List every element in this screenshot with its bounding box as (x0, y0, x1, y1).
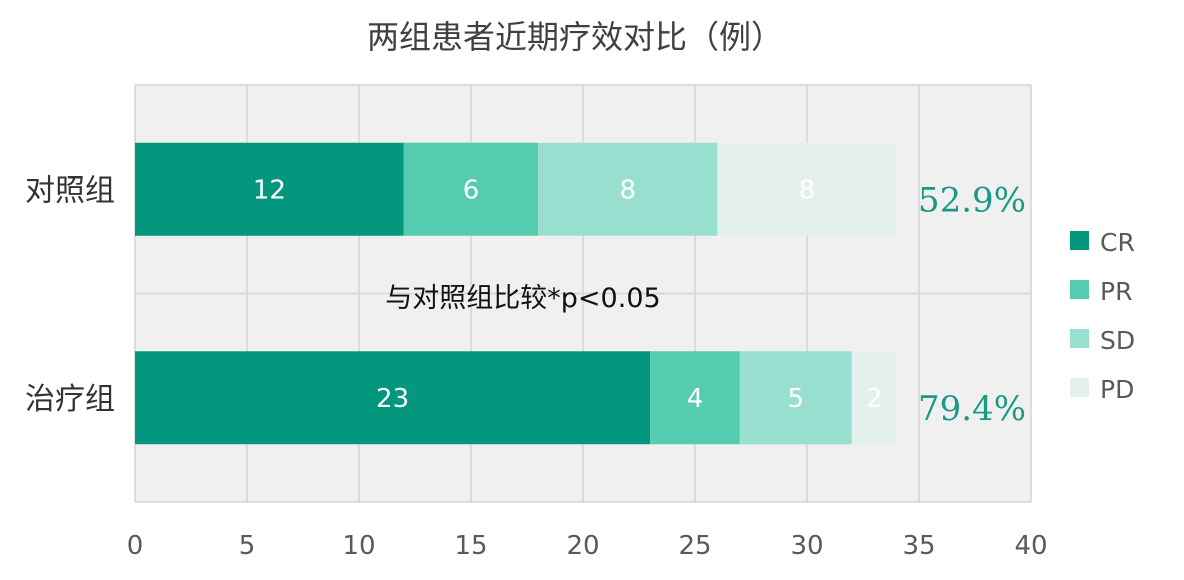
bar-segment-pr (403, 142, 539, 236)
category-label: 治疗组 (25, 382, 115, 417)
legend-label: PR (1100, 277, 1132, 306)
x-tick-label: 35 (902, 531, 935, 561)
x-tick-label: 0 (127, 531, 144, 561)
x-tick-label: 10 (342, 531, 375, 561)
legend-swatch-pd (1070, 378, 1089, 397)
bar-segment-cr (135, 351, 651, 445)
chart-title: 两组患者近期疗效对比（例） (367, 18, 783, 56)
bar-segment-cr (135, 142, 404, 236)
response-rate-labels: 52.9% 79.4% (918, 180, 1026, 429)
x-tick-label: 30 (790, 531, 823, 561)
bar-segment-pd (851, 351, 897, 445)
legend-swatch-cr (1070, 231, 1089, 250)
legend-swatch-pr (1070, 280, 1089, 299)
data-label: 2 (866, 384, 883, 414)
x-tick-label: 5 (239, 531, 256, 561)
legend-label: SD (1100, 326, 1135, 355)
bar-segment-sd (739, 351, 852, 445)
x-tick-label: 40 (1014, 531, 1047, 561)
bars: 12 6 8 8 23 4 5 2 (135, 142, 897, 445)
significance-note: 与对照组比较*p<0.05 (385, 283, 660, 314)
data-label: 6 (463, 175, 480, 205)
bar-segment-pr (650, 351, 740, 445)
data-label: 4 (687, 384, 704, 414)
data-label: 8 (620, 175, 637, 205)
bar-segment-pd (717, 142, 897, 236)
x-axis-ticks: 0 5 10 15 20 25 30 35 40 (127, 531, 1048, 561)
x-tick-label: 25 (678, 531, 711, 561)
response-rate: 52.9% (918, 180, 1026, 220)
legend-label: CR (1100, 228, 1135, 257)
legend-swatch-sd (1070, 329, 1089, 348)
x-tick-label: 15 (454, 531, 487, 561)
bar-segment-sd (538, 142, 718, 236)
data-label: 8 (799, 175, 816, 205)
legend: CR PR SD PD (1070, 228, 1135, 404)
data-label: 5 (788, 384, 805, 414)
legend-label: PD (1100, 375, 1134, 404)
response-rate: 79.4% (918, 389, 1026, 429)
x-tick-label: 20 (566, 531, 599, 561)
data-label: 23 (376, 384, 409, 414)
data-label: 12 (253, 175, 286, 205)
category-label: 对照组 (25, 173, 115, 208)
